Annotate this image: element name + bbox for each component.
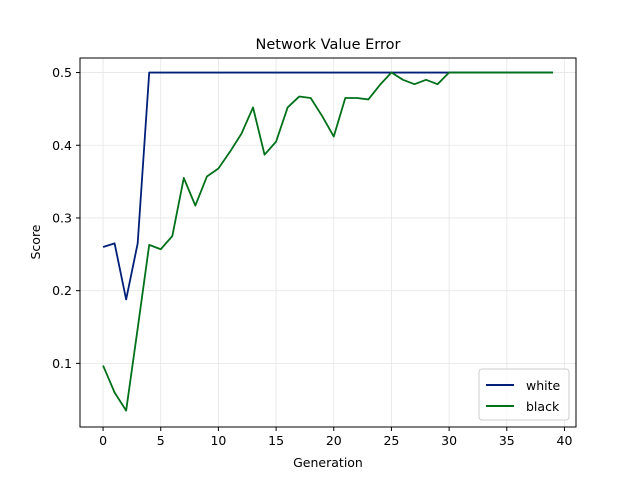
- axis-ticks: 0 5 10 15 20 25 30 35 40 0.1 0.2 0.3 0.4 0.5: [52, 65, 572, 448]
- series-line-black: [102, 71, 553, 412]
- x-tick-label: 15: [268, 433, 284, 448]
- x-tick-label: 10: [210, 433, 226, 448]
- x-tick-label: 0: [99, 433, 107, 448]
- x-tick-label: 25: [383, 433, 399, 448]
- y-tick-label: 0.2: [52, 283, 72, 298]
- x-tick-label: 20: [326, 433, 342, 448]
- y-tick-label: 0.4: [52, 138, 72, 153]
- legend-label-black: black: [526, 399, 560, 414]
- y-axis-label: Score: [28, 224, 43, 259]
- x-axis-label: Generation: [293, 455, 363, 470]
- y-tick-label: 0.3: [52, 210, 72, 225]
- x-tick-label: 40: [557, 433, 573, 448]
- legend-box: [478, 368, 570, 421]
- plot-area-frame: [79, 57, 577, 428]
- legend: white black: [478, 368, 570, 421]
- x-tick-label: 30: [441, 433, 457, 448]
- series-lines: [102, 71, 553, 412]
- y-tick-label: 0.5: [52, 65, 72, 80]
- legend-label-white: white: [526, 378, 561, 393]
- y-tick-label: 0.1: [52, 356, 72, 371]
- x-tick-label: 5: [157, 433, 165, 448]
- chart-title: Network Value Error: [256, 37, 401, 53]
- x-tick-label: 35: [499, 433, 515, 448]
